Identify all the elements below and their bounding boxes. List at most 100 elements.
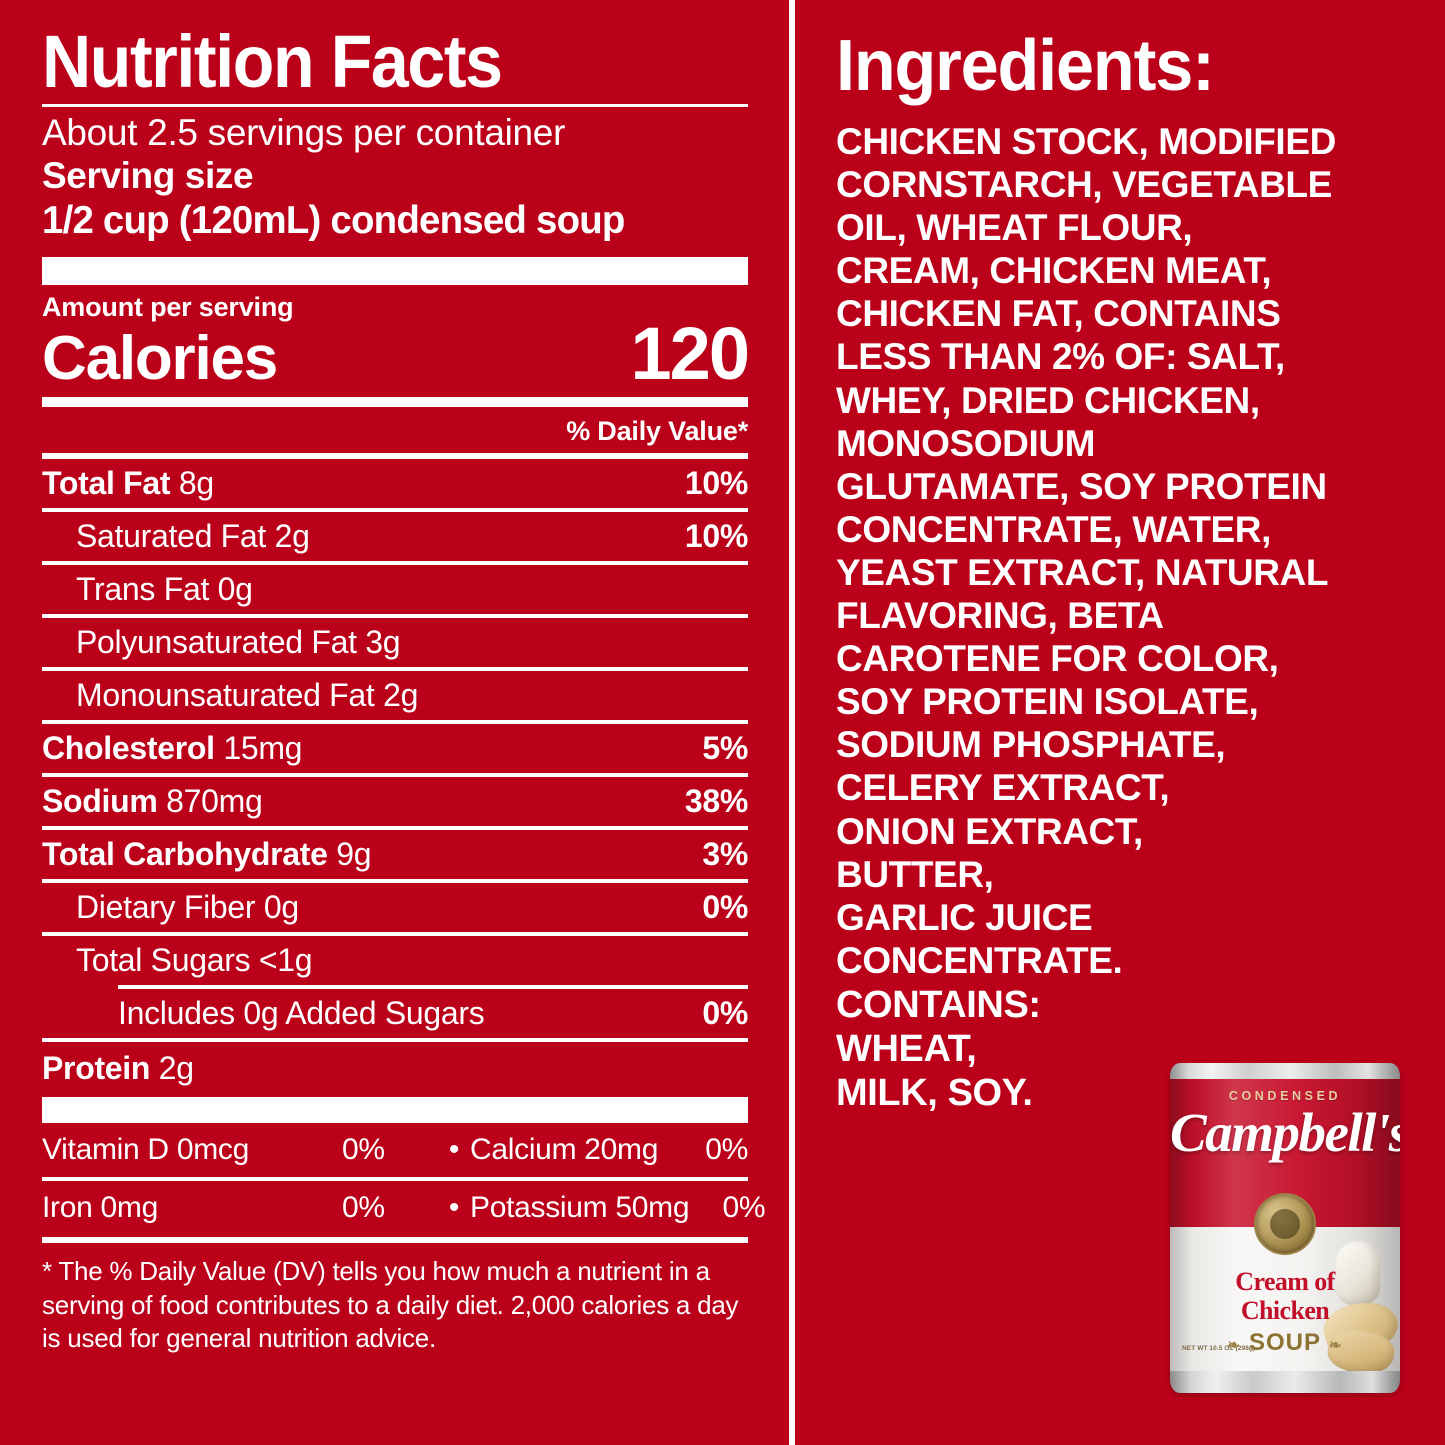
row-divider — [42, 878, 748, 883]
table-row: Total Fat 8g 10% — [42, 459, 748, 508]
micronutrient-percent-right: 0% — [705, 1132, 748, 1166]
nutrient-percent: 3% — [702, 835, 748, 872]
row-divider — [42, 666, 748, 671]
can-soup-text: ❧ SOUP ❧ — [1170, 1329, 1400, 1357]
table-row: Total Carbohydrate 9g 3% — [42, 830, 748, 879]
row-divider — [42, 560, 748, 565]
ingredients-line: GLUTAMATE, SOY PROTEIN — [836, 465, 1327, 507]
can-condensed-text: CONDENSED — [1228, 1089, 1342, 1103]
ingredients-line: CONCENTRATE. — [836, 939, 1123, 981]
allergen-contains-block: CONTAINS: WHEAT, MILK, SOY. — [836, 982, 1415, 1116]
table-row: Trans Fat 0g — [42, 565, 748, 614]
nutrient-percent: 38% — [684, 782, 748, 819]
allergen-line: WHEAT, — [836, 1028, 977, 1071]
panel-divider — [789, 0, 795, 1445]
row-divider — [42, 772, 748, 777]
allergen-line: MILK, SOY. — [836, 1072, 1033, 1115]
table-row: Sodium 870mg 38% — [42, 777, 748, 826]
daily-value-footnote: * The % Daily Value (DV) tells you how m… — [42, 1255, 739, 1354]
campbells-logo: Campbell's — [1170, 1102, 1400, 1163]
table-row: Polyunsaturated Fat 3g — [42, 618, 748, 667]
allergen-line: CONTAINS: — [836, 983, 1041, 1026]
ingredients-line: ONION EXTRACT, — [836, 810, 1143, 852]
ingredients-line: WHEY, DRIED CHICKEN, — [836, 379, 1260, 421]
ingredients-line: MONOSODIUM — [836, 422, 1096, 464]
row-divider — [42, 507, 748, 512]
ingredients-panel: Ingredients: CHICKEN STOCK, MODIFIED COR… — [790, 0, 1445, 1445]
nutrient-amount: 15mg — [214, 729, 303, 766]
bullet-separator: • — [448, 1132, 460, 1166]
thick-rule-after-protein — [42, 1096, 748, 1123]
micronutrient-name-left: Iron 0mg — [42, 1190, 158, 1224]
nutrient-name: Monounsaturated Fat 2g — [76, 676, 419, 713]
ingredients-line: YEAST EXTRACT, NATURAL — [836, 551, 1329, 593]
nutrition-facts-panel: Nutrition Facts About 2.5 servings per c… — [42, 24, 766, 1354]
table-row: Saturated Fat 2g 10% — [42, 512, 748, 561]
calories-value: 120 — [630, 311, 750, 395]
servings-per-container: About 2.5 servings per container — [42, 112, 566, 154]
medium-rule-after-calories — [42, 396, 748, 407]
can-soup-label: SOUP — [1248, 1329, 1321, 1356]
serving-size-value: 1/2 cup (120mL) condensed soup — [42, 198, 625, 242]
nutrient-amount: 2g — [150, 1049, 194, 1086]
micronutrient-name-right: Potassium 50mg — [470, 1190, 690, 1224]
product-can-image: CONDENSED Campbell's Cream of Chicken NE… — [1170, 1063, 1400, 1403]
leaf-flourish-icon: ❧ — [1227, 1337, 1241, 1354]
table-row: Includes 0g Added Sugars 0% — [42, 989, 748, 1038]
nutrient-percent: 5% — [702, 729, 748, 766]
ingredients-line: CHICKEN FAT, CONTAINS — [836, 293, 1281, 335]
table-row: Cholesterol 15mg 5% — [42, 724, 748, 773]
table-row: Iron 0mg 0% • Potassium 50mg 0% — [42, 1181, 766, 1235]
ingredients-line: FLAVORING, BETA — [836, 595, 1164, 637]
micronutrient-name-left: Vitamin D 0mcg — [42, 1132, 249, 1166]
micronutrient-name-right: Calcium 20mg — [470, 1132, 659, 1166]
ingredients-line: GARLIC JUICE — [836, 896, 1093, 938]
table-row: Vitamin D 0mcg 0% • Calcium 20mg 0% — [42, 1123, 748, 1177]
row-divider — [42, 1176, 748, 1181]
ingredients-line: CORNSTARCH, VEGETABLE — [836, 164, 1332, 206]
ingredients-text: CHICKEN STOCK, MODIFIED CORNSTARCH, VEGE… — [836, 120, 1408, 982]
row-divider — [42, 1037, 748, 1042]
row-divider — [42, 825, 748, 830]
can-flavor-line1: Cream of — [1235, 1267, 1335, 1296]
soup-can: CONDENSED Campbell's Cream of Chicken NE… — [1170, 1063, 1400, 1393]
rule-before-nutrients — [42, 452, 748, 459]
can-flavor-name: Cream of Chicken — [1170, 1267, 1400, 1325]
ingredients-line: CREAM, CHICKEN MEAT, — [836, 250, 1272, 292]
ingredients-line: CHICKEN STOCK, MODIFIED — [836, 121, 1336, 162]
nutrient-amount: 870mg — [157, 782, 263, 819]
amount-per-serving-label: Amount per serving — [42, 291, 294, 322]
can-bottom-rim — [1170, 1371, 1400, 1393]
nutrient-name: Polyunsaturated Fat 3g — [76, 623, 401, 660]
can-net-weight: NET WT 10.5 OZ (298g) — [1182, 1345, 1256, 1352]
nutrient-rows: Total Fat 8g 10% Saturated Fat 2g 10% Tr… — [42, 459, 748, 1097]
ingredients-line: SOY PROTEIN ISOLATE, — [836, 681, 1259, 723]
nutrient-percent: 10% — [684, 517, 748, 554]
can-top-rim — [1170, 1063, 1400, 1080]
nutrient-name: Includes 0g Added Sugars — [118, 994, 485, 1031]
table-row: Dietary Fiber 0g 0% — [42, 883, 748, 932]
gold-medal-seal-icon — [1254, 1193, 1316, 1255]
can-red-upper-label — [1170, 1079, 1400, 1229]
micronutrient-percent-left: 0% — [342, 1132, 385, 1166]
can-flavor-line2: Chicken — [1240, 1295, 1330, 1325]
micronutrient-rows: Vitamin D 0mcg 0% • Calcium 20mg 0% Iron… — [42, 1123, 766, 1235]
nutrient-percent: 10% — [684, 464, 748, 501]
thick-rule-after-serving — [42, 256, 748, 285]
micronutrient-percent-right: 0% — [722, 1190, 766, 1224]
nutrient-amount: 8g — [170, 464, 214, 501]
nutrient-amount: 9g — [327, 835, 372, 872]
table-row: Protein 2g — [42, 1042, 748, 1097]
ingredients-line: CONCENTRATE, WATER, — [836, 508, 1272, 550]
row-divider — [42, 719, 748, 724]
nutrient-name: Dietary Fiber 0g — [76, 888, 299, 925]
serving-size-label: Serving size — [42, 154, 254, 196]
nutrient-name: Total Carbohydrate — [42, 835, 328, 872]
nutrient-name: Total Fat — [42, 464, 171, 501]
ingredients-line: BUTTER, — [836, 853, 994, 895]
ingredients-line: OIL, WHEAT FLOUR, — [836, 207, 1193, 249]
row-divider — [118, 984, 748, 989]
nutrient-name: Saturated Fat 2g — [76, 517, 310, 554]
title-underline — [42, 104, 748, 108]
row-divider — [42, 931, 748, 936]
